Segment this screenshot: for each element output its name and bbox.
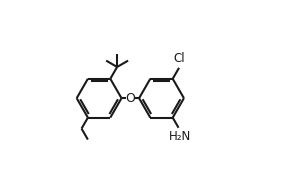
- Text: O: O: [125, 92, 135, 105]
- Text: Cl: Cl: [173, 52, 185, 65]
- Text: H₂N: H₂N: [168, 130, 191, 143]
